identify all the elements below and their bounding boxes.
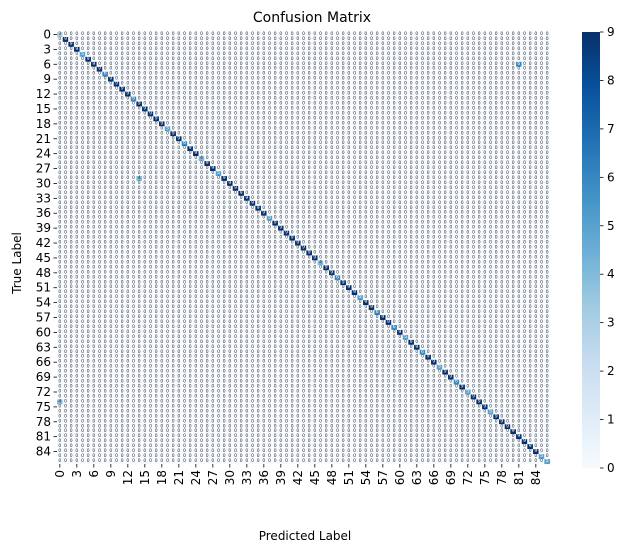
chart-title: Confusion Matrix bbox=[253, 10, 371, 26]
